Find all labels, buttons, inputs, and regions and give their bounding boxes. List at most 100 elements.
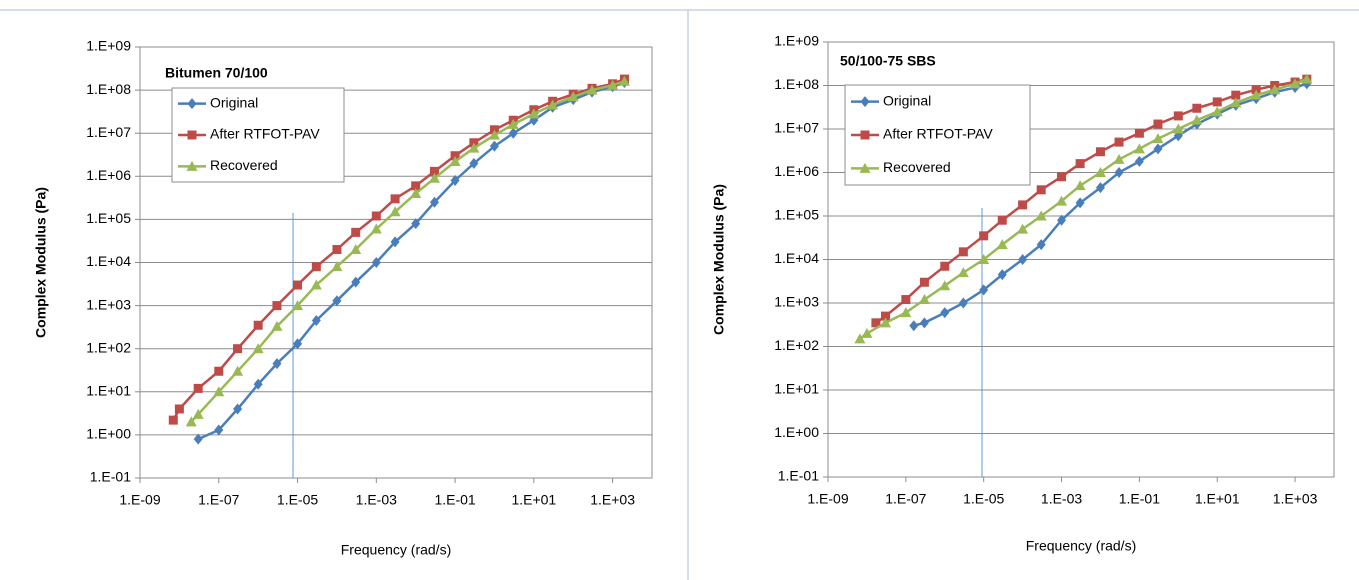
- data-point: [292, 300, 304, 311]
- y-tick-label: 1.E+06: [774, 163, 819, 179]
- data-point: [185, 416, 197, 427]
- data-point: [1192, 103, 1202, 113]
- y-tick-label: 1.E+04: [774, 250, 819, 266]
- data-point: [332, 245, 342, 255]
- data-point: [351, 276, 361, 288]
- data-point: [854, 333, 866, 344]
- data-point: [489, 140, 499, 152]
- data-point: [389, 206, 401, 217]
- data-point: [909, 320, 919, 332]
- data-point: [193, 383, 203, 393]
- data-point: [1018, 200, 1028, 210]
- data-point: [310, 279, 322, 290]
- data-point: [939, 280, 951, 291]
- x-tick-label: 1.E+01: [511, 492, 556, 508]
- data-point: [997, 215, 1007, 225]
- data-point: [879, 317, 891, 328]
- data-point: [1231, 90, 1241, 100]
- x-tick-label: 1.E-01: [1119, 491, 1160, 507]
- y-tick-label: 1.E+07: [774, 120, 819, 136]
- data-point: [214, 366, 224, 376]
- y-axis-label: Complex Modulus (Pa): [33, 187, 49, 338]
- data-point: [232, 365, 244, 376]
- legend-marker: [860, 96, 870, 108]
- plot-frame: [139, 46, 653, 479]
- data-point: [586, 84, 598, 95]
- series-line: [913, 82, 1308, 327]
- data-point: [488, 129, 500, 140]
- y-tick-label: 1.E+02: [86, 339, 131, 355]
- x-tick-label: 1.E+01: [1195, 491, 1240, 507]
- data-point: [233, 344, 243, 354]
- data-point: [1289, 78, 1301, 89]
- x-tick-label: 1.E-03: [1041, 491, 1082, 507]
- data-point: [1173, 111, 1183, 121]
- data-point: [1301, 73, 1313, 84]
- data-point: [900, 307, 912, 318]
- legend-label: Recovered: [883, 159, 951, 175]
- data-point: [1017, 223, 1029, 234]
- x-tick-label: 1.E-09: [119, 492, 160, 508]
- data-point: [1212, 97, 1222, 107]
- data-point: [1036, 239, 1046, 251]
- data-point: [1211, 106, 1223, 117]
- y-tick-label: 1.E+04: [86, 253, 131, 269]
- legend-label: Original: [210, 94, 258, 110]
- data-point: [1152, 133, 1164, 144]
- x-tick-label: 1.E+03: [590, 492, 635, 508]
- data-point: [293, 280, 303, 290]
- data-point: [958, 297, 968, 309]
- data-point: [1018, 254, 1028, 265]
- data-point: [979, 231, 989, 241]
- data-point: [469, 157, 479, 169]
- y-tick-label: 1.E+01: [774, 381, 819, 397]
- y-tick-label: 1.E+02: [774, 337, 819, 353]
- data-point: [271, 320, 283, 331]
- data-point: [390, 194, 400, 204]
- legend-marker: [186, 160, 198, 171]
- y-tick-label: 1.E+07: [86, 124, 131, 140]
- data-point: [1056, 195, 1068, 206]
- x-tick-label: 1.E-05: [277, 492, 318, 508]
- data-point: [861, 327, 873, 338]
- y-tick-label: 1.E+05: [774, 207, 819, 223]
- data-point: [192, 408, 204, 419]
- y-tick-label: 1.E+09: [86, 38, 131, 54]
- data-point: [1057, 172, 1067, 182]
- x-axis-label: Frequency (rad/s): [341, 542, 451, 558]
- data-point: [1057, 214, 1067, 226]
- data-point: [1250, 89, 1262, 100]
- x-tick-label: 1.E+03: [1273, 491, 1318, 507]
- data-point: [1153, 143, 1163, 155]
- plot-frame: [827, 41, 1335, 478]
- data-point: [979, 284, 989, 296]
- data-point: [174, 404, 184, 414]
- x-axis-label: Frequency (rad/s): [1026, 538, 1136, 554]
- data-point: [350, 244, 362, 255]
- data-point: [880, 311, 890, 321]
- data-point: [567, 91, 579, 102]
- data-point: [311, 262, 321, 272]
- data-point: [429, 166, 439, 176]
- data-point: [919, 277, 929, 287]
- data-point: [272, 301, 282, 311]
- data-point: [214, 424, 224, 436]
- data-point: [1134, 155, 1144, 167]
- data-point: [978, 254, 990, 264]
- y-tick-label: 1.E-01: [90, 469, 131, 485]
- data-point: [1172, 123, 1184, 134]
- legend-marker: [860, 130, 870, 140]
- x-tick-label: 1.E-07: [198, 492, 239, 508]
- data-point: [168, 415, 178, 425]
- data-point: [1133, 143, 1145, 154]
- data-point: [1075, 197, 1085, 209]
- data-point: [351, 227, 361, 237]
- data-point: [1074, 180, 1086, 191]
- data-point: [918, 294, 930, 305]
- legend-label: After RTFOT-PAV: [210, 126, 320, 142]
- legend-marker: [859, 162, 871, 173]
- chart-title: 50/100-75 SBS: [840, 53, 936, 69]
- data-point: [1134, 128, 1144, 138]
- chart-title: Bitumen 70/100: [165, 65, 268, 81]
